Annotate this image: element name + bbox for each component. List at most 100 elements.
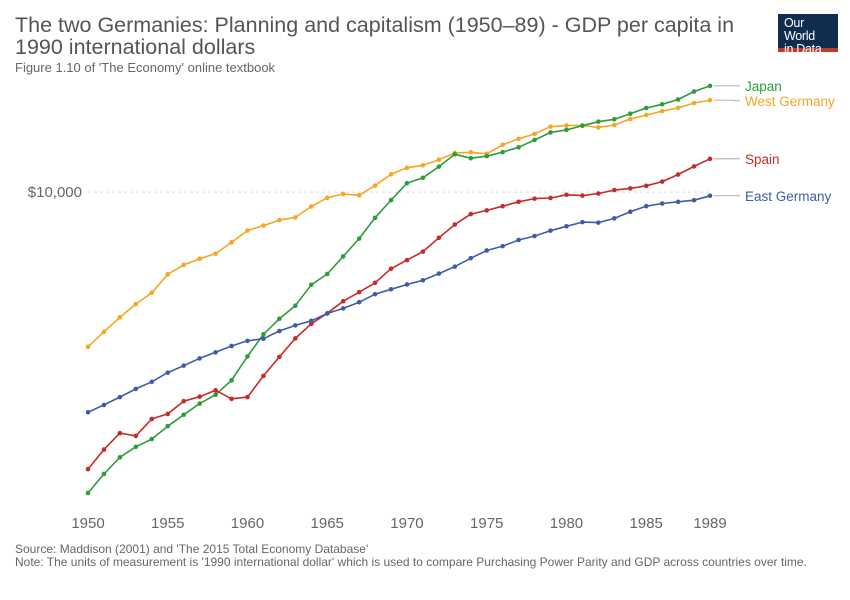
series-line-japan (87, 85, 711, 494)
data-point-spain (484, 208, 490, 213)
data-point-japan (213, 392, 218, 397)
data-point-japan (261, 332, 266, 337)
data-point-spain (245, 394, 250, 400)
data-point-west-germany (548, 124, 553, 130)
data-point-east-germany (101, 402, 107, 408)
data-point-spain (101, 447, 107, 452)
data-point-spain (356, 289, 362, 295)
data-point-west-germany (197, 256, 202, 262)
logo-line-1: Our World (784, 16, 815, 43)
data-point-spain (452, 222, 458, 227)
x-tick-label: 1950 (71, 515, 104, 532)
data-point-west-germany (500, 142, 505, 148)
data-point-japan (484, 153, 490, 159)
data-point-west-germany (213, 251, 218, 256)
data-point-east-germany (532, 233, 537, 239)
data-point-japan (612, 116, 617, 122)
data-point-west-germany (165, 272, 171, 277)
units-note: Note: The units of measurement is '1990 … (15, 555, 807, 569)
x-tick-label: 1955 (151, 515, 184, 532)
data-point-west-germany (245, 228, 250, 233)
data-point-japan (627, 111, 633, 117)
data-point-spain (133, 433, 139, 439)
data-point-west-germany (675, 105, 681, 111)
data-point-spain (165, 411, 171, 417)
data-point-japan (468, 155, 474, 161)
data-point-spain (659, 179, 665, 184)
data-point-east-germany (356, 299, 362, 305)
data-point-japan (197, 401, 202, 406)
data-point-west-germany (293, 215, 298, 220)
data-point-east-germany (675, 199, 681, 205)
data-point-west-germany (404, 165, 410, 171)
data-point-west-germany (229, 240, 234, 245)
data-point-japan (643, 105, 649, 111)
x-axis: 1950 1955 1960 1965 1970 1975 1980 1985 1989 (71, 515, 726, 532)
data-point-japan (133, 444, 139, 450)
legend-label-west-germany: West Germany (745, 94, 835, 109)
data-point-east-germany (643, 203, 649, 209)
data-point-west-germany (627, 116, 633, 122)
owid-logo[interactable]: Our World in Data (778, 14, 838, 56)
data-point-japan (707, 83, 713, 89)
data-point-west-germany (324, 195, 330, 201)
data-point-spain (229, 396, 234, 402)
data-point-east-germany (229, 343, 234, 349)
data-point-east-germany (468, 255, 474, 261)
data-point-east-germany (596, 220, 601, 225)
x-tick-label: 1980 (550, 515, 583, 532)
data-point-japan (229, 378, 234, 383)
data-point-spain (117, 430, 123, 436)
data-point-east-germany (149, 379, 155, 385)
data-point-japan (564, 127, 569, 133)
data-point-japan (293, 303, 298, 309)
data-point-west-germany (707, 97, 713, 103)
data-point-east-germany (372, 291, 378, 297)
data-point-japan (675, 97, 681, 102)
data-point-east-germany (707, 193, 713, 199)
data-point-west-germany (133, 301, 139, 307)
x-tick-label: 1970 (390, 515, 423, 532)
data-point-japan (659, 101, 665, 107)
data-point-japan (580, 123, 585, 129)
data-point-east-germany (659, 201, 665, 206)
data-point-spain (468, 211, 474, 217)
data-point-west-germany (436, 157, 442, 163)
data-point-east-germany (165, 370, 171, 375)
data-point-east-germany (627, 209, 633, 215)
data-point-west-germany (149, 290, 155, 296)
legend-label-east-germany: East Germany (745, 189, 832, 204)
data-point-west-germany (612, 122, 617, 128)
data-point-east-germany (308, 318, 314, 324)
data-point-east-germany (197, 356, 202, 361)
data-point-east-germany (452, 264, 458, 269)
footer: Source: Maddison (2001) and 'The 2015 To… (15, 543, 835, 569)
y-axis: $10,000 (28, 184, 82, 201)
data-point-japan (245, 354, 250, 359)
data-point-east-germany (85, 409, 91, 415)
data-point-japan (181, 412, 186, 418)
data-point-west-germany (181, 262, 186, 268)
series-lines (85, 83, 713, 496)
data-point-spain (516, 199, 521, 205)
data-point-japan (388, 197, 394, 203)
data-point-east-germany (340, 306, 346, 311)
data-point-spain (627, 186, 633, 191)
data-point-east-germany (500, 243, 505, 249)
legend-label-spain: Spain (745, 152, 780, 167)
data-point-japan (117, 455, 123, 460)
data-point-west-germany (388, 172, 394, 177)
data-point-japan (548, 130, 553, 135)
data-point-japan (372, 215, 378, 221)
data-point-west-germany (420, 162, 426, 168)
x-tick-label: 1985 (630, 515, 663, 532)
data-point-spain (261, 373, 266, 379)
data-point-east-germany (612, 216, 617, 221)
data-point-japan (277, 316, 282, 322)
data-point-west-germany (468, 150, 474, 155)
data-point-japan (404, 180, 410, 186)
data-point-spain (213, 388, 218, 393)
data-point-east-germany (388, 287, 394, 292)
data-point-east-germany (548, 228, 553, 233)
data-point-east-germany (324, 311, 330, 316)
